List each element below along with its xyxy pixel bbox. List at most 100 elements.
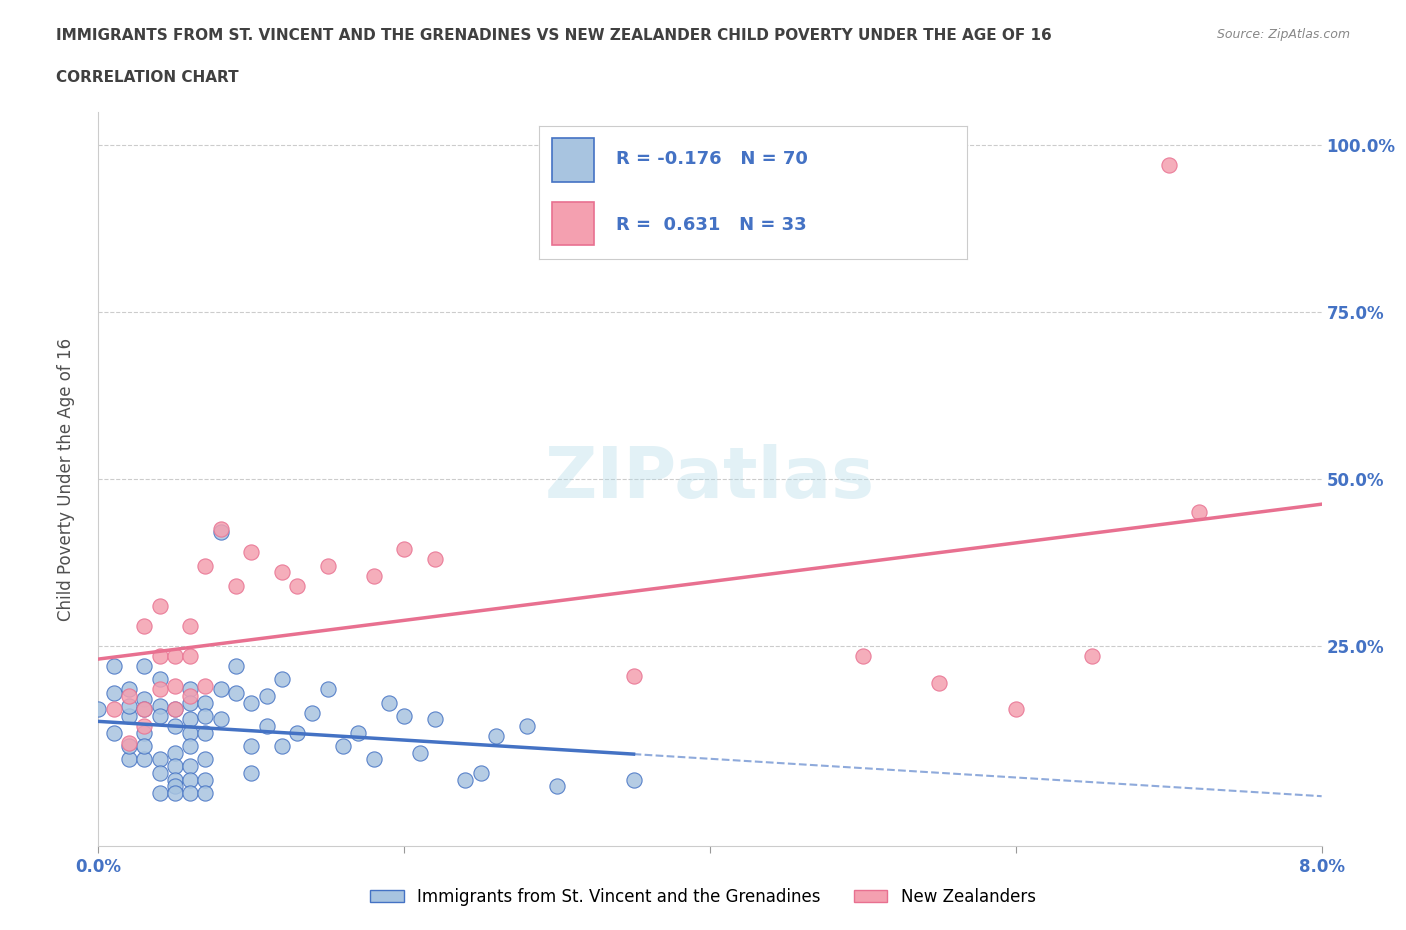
Point [149,598,172,613]
Point [149,682,172,697]
Point [1188,505,1211,520]
Point [194,679,217,694]
Point [134,618,156,633]
Point [392,709,416,724]
Point [1004,702,1026,717]
Point [179,682,201,697]
Point [852,648,875,663]
Point [209,522,232,537]
Point [194,772,217,787]
Point [423,712,446,727]
Point [516,719,538,734]
Point [347,725,370,740]
Point [623,669,645,684]
Point [240,738,263,753]
Point [118,736,141,751]
Point [103,725,125,740]
Point [118,709,141,724]
Text: IMMIGRANTS FROM ST. VINCENT AND THE GRENADINES VS NEW ZEALANDER CHILD POVERTY UN: IMMIGRANTS FROM ST. VINCENT AND THE GREN… [56,28,1052,43]
Point [163,679,186,694]
Point [225,658,247,673]
Point [179,759,201,774]
Point [194,786,217,801]
Point [194,709,217,724]
Point [149,698,172,713]
Point [103,685,125,700]
Point [179,618,201,633]
Point [470,765,492,780]
Point [1081,648,1104,663]
Point [408,745,430,760]
Point [134,702,156,717]
Point [103,702,125,717]
Point [179,696,201,711]
Point [285,578,308,593]
Point [134,719,156,734]
Point [149,671,172,686]
Point [623,772,645,787]
Text: ZIPatlas: ZIPatlas [546,445,875,513]
Point [301,705,323,720]
Point [149,786,172,801]
Point [392,541,416,556]
Point [149,752,172,767]
Point [134,702,156,717]
Point [149,765,172,780]
Point [423,551,446,566]
Point [179,648,201,663]
Point [332,738,354,753]
Point [179,738,201,753]
Point [316,682,339,697]
Point [225,578,247,593]
Point [163,759,186,774]
Point [149,648,172,663]
Point [163,702,186,717]
Point [163,648,186,663]
Point [118,688,141,703]
Point [118,682,141,697]
Point [118,738,141,753]
Point [163,786,186,801]
Point [163,702,186,717]
Point [209,682,232,697]
Point [209,712,232,727]
Point [134,725,156,740]
Point [225,685,247,700]
Point [163,719,186,734]
Legend: Immigrants from St. Vincent and the Grenadines, New Zealanders: Immigrants from St. Vincent and the Gren… [364,881,1042,912]
Point [546,778,568,793]
Point [103,658,125,673]
Point [179,772,201,787]
Point [363,752,385,767]
Point [134,692,156,707]
Point [240,765,263,780]
Point [270,565,294,580]
Point [194,696,217,711]
Text: Source: ZipAtlas.com: Source: ZipAtlas.com [1216,28,1350,41]
Point [179,688,201,703]
Point [363,568,385,583]
Point [163,745,186,760]
Point [928,675,950,690]
Point [285,725,308,740]
Point [163,778,186,793]
Point [454,772,477,787]
Point [240,545,263,560]
Point [256,719,278,734]
Point [149,709,172,724]
Point [485,729,508,744]
Point [134,658,156,673]
Text: CORRELATION CHART: CORRELATION CHART [56,70,239,85]
Point [134,738,156,753]
Point [118,752,141,767]
Point [316,558,339,573]
Point [194,558,217,573]
Point [179,786,201,801]
Point [179,712,201,727]
Point [378,696,401,711]
Point [270,738,294,753]
Point [134,752,156,767]
Point [194,725,217,740]
Point [1157,157,1180,172]
Point [163,772,186,787]
